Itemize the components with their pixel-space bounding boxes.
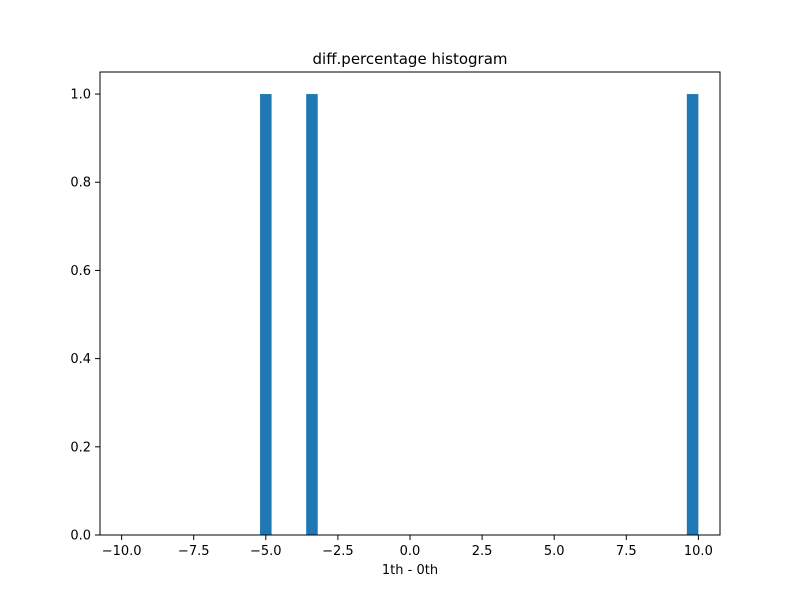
- y-tick-label: 1.0: [70, 88, 91, 103]
- x-axis-ticks: −10.0 −7.5 −5.0 −2.5 0.0 2.5 5.0 7.5 10.0: [102, 535, 713, 559]
- y-tick-label: 0.6: [70, 264, 91, 279]
- x-tick-label: −10.0: [102, 544, 142, 559]
- y-tick-label: 0.4: [70, 352, 91, 367]
- x-tick-label: 2.5: [472, 544, 493, 559]
- x-tick-label: 10.0: [684, 544, 713, 559]
- y-tick-label: 0.2: [70, 440, 91, 455]
- plot-frame: [99, 71, 721, 536]
- histogram-bar-1: [260, 94, 272, 536]
- x-tick-label: 5.0: [544, 544, 565, 559]
- y-tick-label: 0.8: [70, 176, 91, 191]
- x-tick-label: −7.5: [178, 544, 210, 559]
- x-axis-label: 1th - 0th: [382, 563, 438, 578]
- y-tick-label: 0.0: [70, 529, 91, 544]
- x-tick-label: 7.5: [616, 544, 637, 559]
- histogram-bar-3: [686, 94, 699, 536]
- x-tick-label: −2.5: [322, 544, 354, 559]
- x-tick-label: 0.0: [400, 544, 421, 559]
- y-axis-ticks: 0.0 0.2 0.4 0.6 0.8 1.0: [70, 88, 100, 544]
- x-tick-label: −5.0: [250, 544, 282, 559]
- histogram-bar-2: [306, 94, 318, 536]
- chart-title: diff.percentage histogram: [313, 50, 508, 68]
- bars-layer: [260, 94, 699, 536]
